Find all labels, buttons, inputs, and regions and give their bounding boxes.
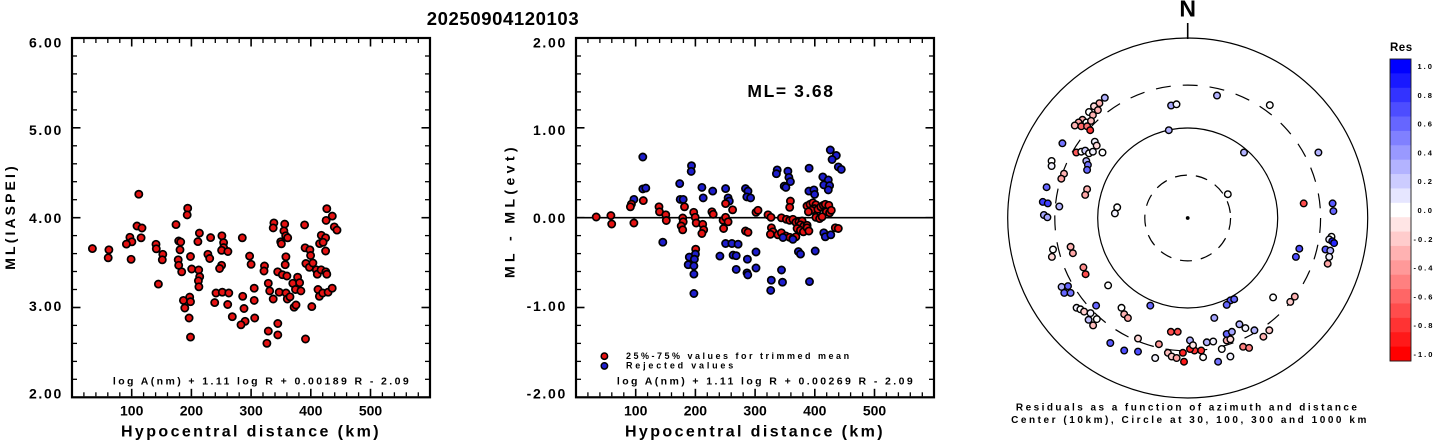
- svg-text:ML(IASPEI): ML(IASPEI): [2, 163, 18, 269]
- svg-text:ML= 3.68: ML= 3.68: [747, 81, 834, 101]
- svg-text:0.8: 0.8: [1418, 91, 1434, 100]
- svg-text:Hypocentral distance (km): Hypocentral distance (km): [121, 424, 381, 441]
- svg-text:20250904120103: 20250904120103: [427, 8, 579, 29]
- svg-text:Rejected values: Rejected values: [626, 361, 736, 371]
- svg-text:log A(nm) + 1.11 log R + 0.001: log A(nm) + 1.11 log R + 0.00189 R - 2.0…: [113, 376, 411, 388]
- svg-text:log A(nm) + 1.11 log R + 0.002: log A(nm) + 1.11 log R + 0.00269 R - 2.0…: [617, 376, 915, 388]
- svg-text:0.0: 0.0: [1418, 206, 1434, 215]
- svg-text:Hypocentral distance (km): Hypocentral distance (km): [625, 424, 885, 441]
- svg-text:5.00: 5.00: [29, 122, 63, 138]
- svg-text:6.00: 6.00: [29, 34, 63, 50]
- svg-text:2.00: 2.00: [533, 34, 567, 50]
- svg-text:100: 100: [624, 402, 648, 418]
- svg-text:300: 300: [239, 402, 263, 418]
- svg-text:0.6: 0.6: [1418, 120, 1434, 129]
- svg-text:200: 200: [684, 402, 708, 418]
- svg-text:400: 400: [803, 402, 827, 418]
- svg-text:0.4: 0.4: [1418, 149, 1434, 158]
- svg-text:200: 200: [180, 402, 204, 418]
- svg-text:-0.4: -0.4: [1414, 264, 1435, 273]
- svg-text:-0.2: -0.2: [1414, 235, 1435, 244]
- svg-text:4.00: 4.00: [29, 210, 63, 226]
- svg-text:300: 300: [743, 402, 767, 418]
- svg-text:Res: Res: [1390, 42, 1413, 54]
- svg-text:500: 500: [863, 402, 887, 418]
- svg-text:3.00: 3.00: [29, 298, 63, 314]
- svg-text:500: 500: [359, 402, 383, 418]
- svg-text:25%-75% values for trimmed mea: 25%-75% values for trimmed mean: [626, 351, 852, 361]
- svg-text:-1.0: -1.0: [1414, 350, 1435, 359]
- svg-text:1.0: 1.0: [1418, 62, 1434, 71]
- svg-text:100: 100: [120, 402, 144, 418]
- svg-text:-2.00: -2.00: [527, 386, 567, 402]
- svg-text:Residuals as a function of azi: Residuals as a function of azimuth and d…: [1016, 403, 1360, 414]
- svg-text:-0.8: -0.8: [1414, 321, 1435, 330]
- svg-text:-0.6: -0.6: [1414, 292, 1435, 301]
- svg-text:0.00: 0.00: [533, 210, 567, 226]
- svg-text:2.00: 2.00: [29, 386, 63, 402]
- svg-text:Center (10km), Circle at 30, 1: Center (10km), Circle at 30, 100, 300 an…: [1011, 415, 1369, 426]
- svg-text:1.00: 1.00: [533, 122, 567, 138]
- svg-text:N: N: [1179, 0, 1196, 22]
- svg-text:400: 400: [299, 402, 323, 418]
- svg-text:-1.00: -1.00: [527, 298, 567, 314]
- svg-text:ML - ML(evt): ML - ML(evt): [502, 143, 518, 278]
- svg-text:0.2: 0.2: [1418, 177, 1434, 186]
